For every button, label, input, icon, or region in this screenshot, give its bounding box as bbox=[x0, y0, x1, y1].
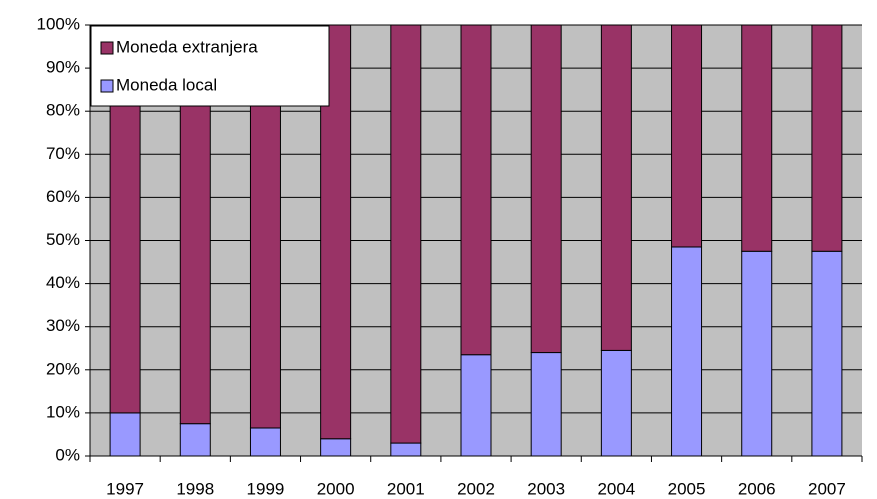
y-tick-label: 90% bbox=[46, 58, 80, 77]
bar-segment bbox=[600, 24, 632, 351]
y-tick-label: 50% bbox=[46, 230, 80, 249]
y-tick-label: 20% bbox=[46, 359, 80, 378]
bar-segment bbox=[179, 423, 211, 457]
x-tick-label: 2003 bbox=[527, 479, 565, 498]
x-tick-label: 1999 bbox=[247, 479, 285, 498]
bar-segment bbox=[320, 438, 352, 457]
legend-label: Moneda local bbox=[116, 75, 217, 94]
legend-swatch bbox=[100, 41, 114, 55]
y-tick-label: 0% bbox=[55, 445, 80, 464]
x-tick-label: 2000 bbox=[317, 479, 355, 498]
x-tick-label: 1997 bbox=[106, 479, 144, 498]
legend-swatch bbox=[100, 79, 114, 93]
bar-segment bbox=[741, 24, 773, 252]
legend-label: Moneda extranjera bbox=[116, 37, 258, 56]
y-tick-label: 70% bbox=[46, 144, 80, 163]
bar-segment bbox=[671, 24, 703, 248]
x-tick-label: 1998 bbox=[176, 479, 214, 498]
y-tick-label: 30% bbox=[46, 316, 80, 335]
bar-segment bbox=[109, 412, 141, 457]
y-tick-label: 40% bbox=[46, 273, 80, 292]
x-tick-label: 2004 bbox=[597, 479, 635, 498]
y-tick-label: 10% bbox=[46, 402, 80, 421]
bar-segment bbox=[390, 24, 422, 444]
y-tick-label: 80% bbox=[46, 101, 80, 120]
bar-segment bbox=[600, 349, 632, 457]
x-tick-label: 2001 bbox=[387, 479, 425, 498]
x-tick-label: 2005 bbox=[668, 479, 706, 498]
bar-segment bbox=[530, 24, 562, 354]
x-tick-label: 2002 bbox=[457, 479, 495, 498]
legend-box bbox=[90, 25, 330, 107]
y-tick-label: 100% bbox=[37, 14, 80, 33]
bar-segment bbox=[671, 246, 703, 457]
bar-segment bbox=[811, 250, 843, 457]
bar-segment bbox=[460, 24, 492, 356]
x-tick-label: 2006 bbox=[738, 479, 776, 498]
bar-segment bbox=[811, 24, 843, 252]
y-tick-label: 60% bbox=[46, 187, 80, 206]
bar-segment bbox=[530, 352, 562, 457]
bar-segment bbox=[390, 442, 422, 457]
x-tick-label: 2007 bbox=[808, 479, 846, 498]
bar-segment bbox=[741, 250, 773, 457]
bar-segment bbox=[460, 354, 492, 457]
bar-segment bbox=[249, 427, 281, 457]
